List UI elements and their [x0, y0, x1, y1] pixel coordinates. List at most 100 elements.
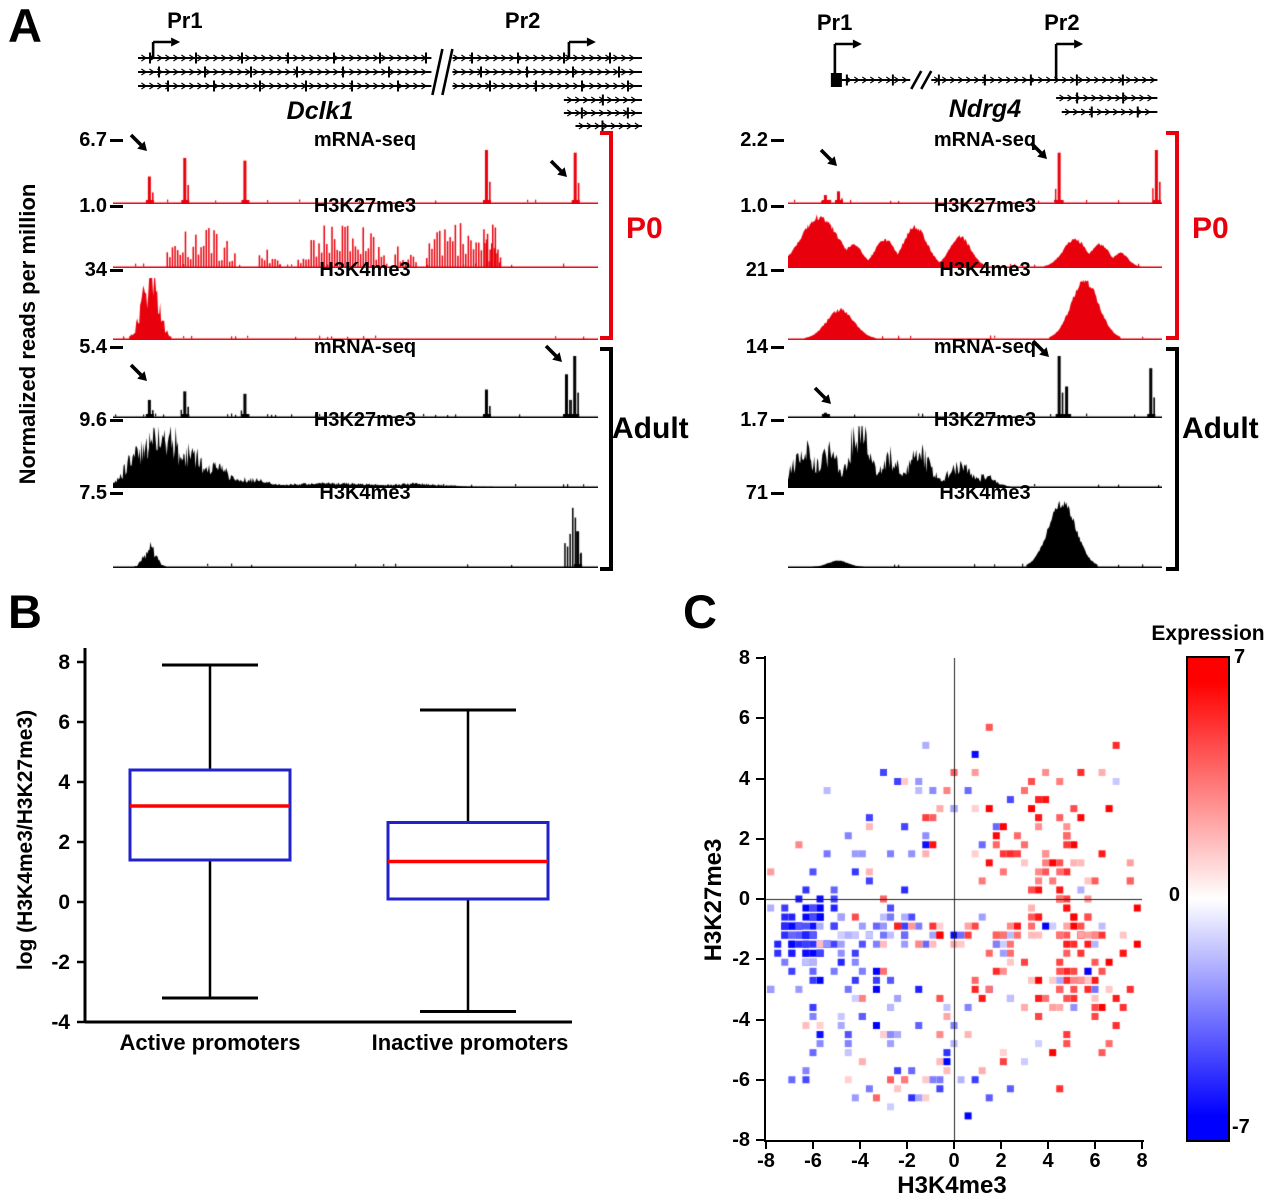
x-tick-mark	[1141, 1142, 1143, 1149]
x-tick-mark	[1094, 1142, 1096, 1149]
scale-tick	[110, 139, 123, 142]
x-tick-mark	[906, 1142, 908, 1149]
y-tick-label: -8	[732, 1129, 750, 1151]
scale-tick	[110, 346, 123, 349]
y-tick-label: 6	[738, 707, 750, 730]
genome-track-canvas	[788, 498, 1162, 568]
active-promoters-label: Active promoters	[119, 1030, 301, 1055]
genome-track-canvas	[788, 276, 1162, 340]
scale-tick	[110, 269, 123, 272]
panel-b-label: B	[8, 585, 42, 638]
scale-tick	[771, 346, 784, 349]
y-tick-mark	[756, 958, 764, 961]
svg-text:-2: -2	[51, 951, 70, 974]
scale-tick	[771, 419, 784, 422]
gene-name-dclk1: Dclk1	[286, 97, 354, 125]
adult-bracket	[1166, 347, 1179, 571]
gene-diagram-dclk1	[138, 37, 642, 132]
y-tick-label: 0	[738, 888, 750, 910]
genome-track-canvas	[113, 146, 598, 204]
peak-arrow-icon	[129, 363, 148, 381]
genome-track-canvas	[113, 498, 598, 568]
genome-track-canvas	[788, 146, 1162, 204]
track-scale-value: 14	[745, 336, 768, 358]
promoter-label: Pr2	[504, 8, 541, 33]
y-tick-mark	[756, 837, 764, 840]
y-tick-mark	[756, 898, 764, 900]
panel-c-x-axis-label: H3K4me3	[897, 1172, 1007, 1199]
y-tick-label: 2	[738, 827, 750, 850]
track-scale-value: 71	[745, 482, 768, 504]
track-scale-value: 34	[84, 259, 107, 281]
y-tick-mark	[756, 1139, 764, 1141]
panel-c-label: C	[683, 585, 717, 638]
peak-arrow-icon	[1031, 339, 1049, 357]
x-tick-mark	[765, 1142, 767, 1149]
colorbar-max-label: 7	[1234, 646, 1246, 668]
p0-bracket	[1166, 131, 1179, 340]
peak-arrow-icon	[549, 159, 568, 177]
scale-tick	[771, 139, 784, 142]
y-tick-mark	[756, 1078, 764, 1081]
genome-track-canvas	[113, 352, 598, 418]
peak-arrow-icon	[813, 386, 831, 404]
p0-group-label: P0	[626, 212, 663, 245]
svg-text:4: 4	[58, 771, 70, 794]
x-tick-mark	[1047, 1142, 1049, 1149]
y-tick-mark	[756, 1018, 764, 1021]
genome-track-canvas	[788, 352, 1162, 418]
scale-tick	[771, 205, 784, 208]
y-tick-mark	[756, 777, 764, 780]
svg-text:8: 8	[58, 651, 70, 674]
colorbar-min-label: -7	[1232, 1116, 1250, 1138]
adult-group-label: Adult	[612, 412, 689, 445]
p0-bracket	[600, 131, 613, 340]
scale-tick	[110, 419, 123, 422]
peak-arrow-icon	[1029, 141, 1048, 159]
p0-group-label: P0	[1192, 212, 1229, 245]
y-tick-label: 4	[738, 767, 750, 790]
track-name-label: H3K4me3	[319, 259, 411, 281]
y-tick-label: -6	[732, 1068, 750, 1091]
scale-tick	[110, 492, 123, 495]
gene-name-ndrg4: Ndrg4	[948, 95, 1022, 123]
x-tick-mark	[953, 1142, 955, 1149]
promoter-label: Pr2	[1044, 10, 1080, 35]
inactive-promoters-label: Inactive promoters	[371, 1030, 569, 1055]
peak-arrow-icon	[129, 133, 148, 151]
y-tick-mark	[756, 657, 764, 659]
track-scale-value: 2.2	[740, 129, 768, 151]
track-scale-value: 21	[745, 259, 768, 281]
gene-diagram-ndrg4	[830, 39, 1158, 118]
x-tick-label: 0	[948, 1150, 960, 1172]
colorbar-title: Expression	[1151, 622, 1265, 645]
adult-group-label: Adult	[1182, 412, 1259, 445]
svg-text:0: 0	[58, 891, 70, 914]
x-tick-mark	[1000, 1142, 1002, 1149]
peak-arrow-icon	[544, 344, 563, 362]
genome-track-canvas	[113, 212, 598, 268]
panel-b-y-axis-label: log (H3K4me3/H3K27me3)	[14, 709, 37, 971]
promoter-label: Pr1	[167, 8, 203, 33]
colorbar-zero-label: 0	[1168, 884, 1180, 906]
genome-track-canvas	[788, 212, 1162, 268]
expression-density-scatter	[766, 658, 1142, 1140]
y-tick-label: 8	[738, 647, 750, 669]
x-tick-label: -6	[804, 1150, 822, 1172]
x-tick-mark	[812, 1142, 814, 1149]
promoter-label: Pr1	[816, 10, 853, 35]
track-name-label: H3K27me3	[933, 195, 1037, 217]
track-scale-value: 7.5	[79, 482, 107, 504]
genome-track-canvas	[788, 424, 1162, 488]
scale-tick	[771, 269, 784, 272]
svg-text:6: 6	[58, 711, 70, 734]
x-tick-label: -4	[851, 1150, 869, 1172]
track-scale-value: 1.0	[740, 195, 768, 217]
track-scale-value: 6.7	[79, 129, 107, 151]
expression-colorbar	[1186, 656, 1230, 1142]
x-tick-label: 4	[1042, 1150, 1054, 1172]
svg-text:-4: -4	[51, 1011, 70, 1034]
adult-bracket	[600, 347, 613, 571]
track-name-label: H3K4me3	[939, 259, 1031, 281]
